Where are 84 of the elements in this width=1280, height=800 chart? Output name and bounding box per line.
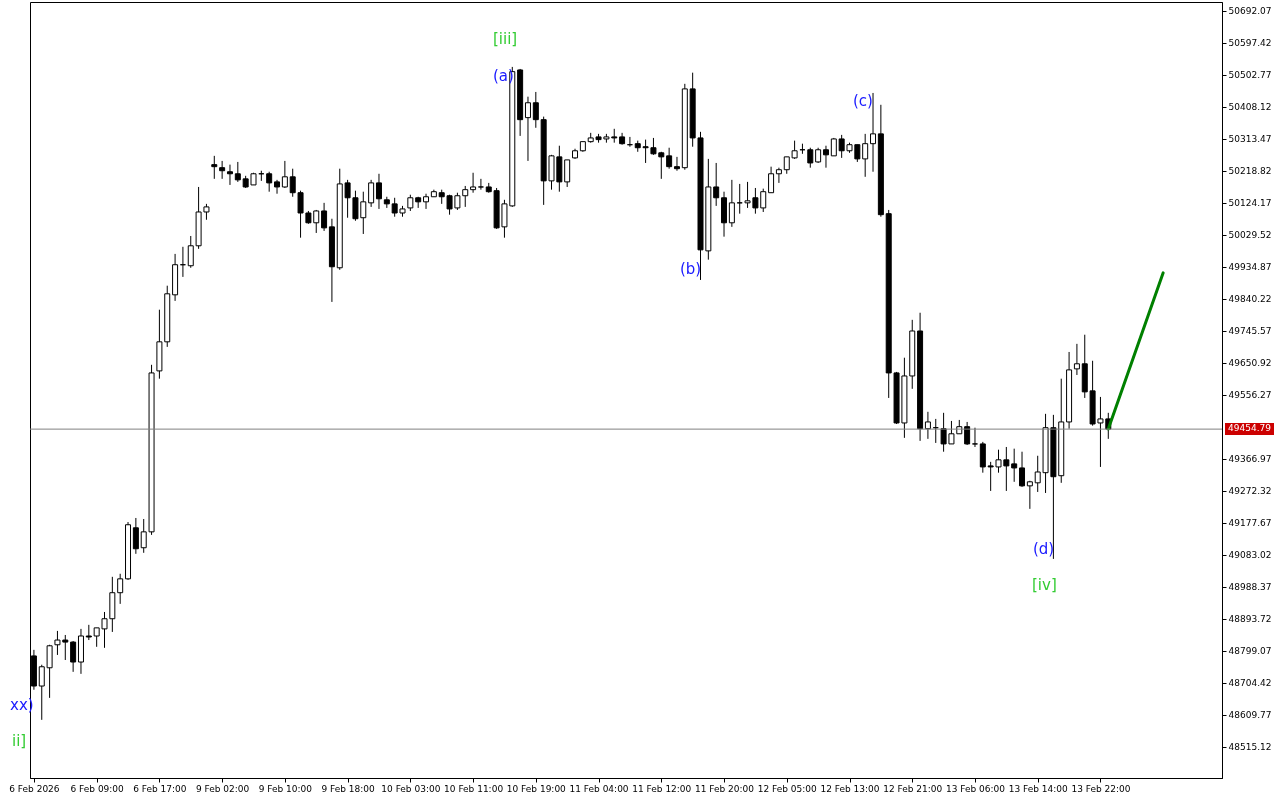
candlestick [70, 640, 77, 673]
y-tick-label: 49745.57 [1228, 326, 1272, 337]
y-tick-label: 49840.22 [1228, 294, 1272, 305]
y-tick-label: 50502.77 [1228, 70, 1272, 81]
candlestick [964, 421, 971, 446]
candlestick [713, 162, 720, 207]
candlestick [219, 160, 226, 180]
y-tick-label: 49934.87 [1228, 262, 1272, 273]
x-tick-label: 10 Feb 11:00 [444, 783, 504, 794]
annotation: (b) [680, 260, 702, 278]
candlestick [470, 172, 477, 194]
x-tick-label: 13 Feb 14:00 [1008, 783, 1069, 794]
x-tick-label: 10 Feb 19:00 [506, 783, 567, 794]
candlestick [979, 441, 986, 474]
candlestick [524, 96, 531, 162]
y-tick-label: 50029.52 [1228, 230, 1272, 241]
y-tick-label: 50124.17 [1228, 198, 1272, 209]
y-tick-label: 49272.32 [1228, 486, 1272, 497]
candlestick [1019, 451, 1026, 488]
x-tick-label: 10 Feb 03:00 [381, 783, 441, 794]
x-tick-label: 11 Feb 20:00 [695, 783, 755, 794]
candlestick [822, 145, 829, 169]
candlestick [862, 133, 869, 178]
y-tick-label: 49556.27 [1228, 390, 1272, 401]
candlestick [266, 171, 273, 193]
x-tick-label: 13 Feb 22:00 [1071, 783, 1131, 794]
y-tick-label: 50218.82 [1228, 166, 1272, 177]
x-tick-label: 12 Feb 13:00 [820, 783, 880, 794]
candlestick [532, 91, 539, 129]
y-tick-label: 48609.77 [1228, 710, 1272, 721]
candlestick [666, 147, 673, 170]
x-tick-label: 13 Feb 06:00 [945, 783, 1006, 794]
y-tick-label: 48515.12 [1228, 742, 1272, 753]
candlestick [368, 179, 375, 208]
y-tick-label: 49177.67 [1228, 518, 1272, 529]
candlestick [423, 193, 430, 210]
x-tick-label: 11 Feb 12:00 [632, 783, 692, 794]
y-tick-label: 48893.72 [1228, 614, 1272, 625]
candlestick [775, 167, 782, 184]
y-tick-label: 49366.97 [1228, 454, 1272, 465]
annotation: [iii] [493, 30, 518, 48]
y-tick-label: 48704.42 [1228, 678, 1272, 689]
candlestick [1073, 343, 1080, 376]
candlestick [211, 155, 218, 180]
x-tick-label: 12 Feb 21:00 [883, 783, 943, 794]
x-tick-label: 6 Feb 17:00 [133, 783, 187, 794]
candlestick [1026, 480, 1033, 510]
x-tick-label: 9 Feb 10:00 [258, 783, 313, 794]
candlestick [477, 178, 484, 191]
candlestick [807, 147, 814, 169]
ref-line-label: 49454.79 [1225, 423, 1274, 436]
annotation: (d) [1033, 540, 1055, 558]
candlestick [281, 160, 288, 189]
y-tick-label: 50408.12 [1228, 102, 1272, 113]
text: ii] [12, 732, 27, 750]
x-tick-label: 12 Feb 05:00 [757, 783, 818, 794]
candlestick [226, 164, 233, 186]
x-tick-label: 6 Feb 09:00 [70, 783, 125, 794]
candlestick [321, 202, 328, 232]
candlestick [274, 179, 281, 195]
y-tick-label: 50313.47 [1228, 134, 1272, 145]
candlestick [870, 92, 877, 173]
candlestick [234, 161, 241, 183]
candlestick [117, 573, 124, 605]
y-tick-label: 48799.07 [1228, 646, 1272, 657]
candlestick [375, 173, 382, 210]
x-tick-label: 9 Feb 18:00 [321, 783, 376, 794]
x-tick-label: 6 Feb 2026 [9, 783, 60, 794]
y-tick-label: 49083.02 [1228, 550, 1272, 561]
y-tick-label: 50692.07 [1228, 6, 1272, 17]
x-tick-label: 11 Feb 04:00 [569, 783, 629, 794]
y-tick-label: 48988.37 [1228, 582, 1272, 593]
y-tick-label: 50597.42 [1228, 38, 1272, 49]
candlestick [1011, 448, 1018, 483]
candlestick [132, 517, 139, 555]
candlestick [924, 411, 931, 440]
candlestick [673, 156, 680, 172]
annotation: (c) [853, 92, 873, 110]
candlestick [768, 166, 775, 194]
y-tick-label: 49650.92 [1228, 358, 1272, 369]
x-tick-label: 9 Feb 02:00 [195, 783, 250, 794]
candlestick [728, 179, 735, 228]
annotation: [iv] [1032, 576, 1057, 594]
candlestick [564, 159, 571, 188]
